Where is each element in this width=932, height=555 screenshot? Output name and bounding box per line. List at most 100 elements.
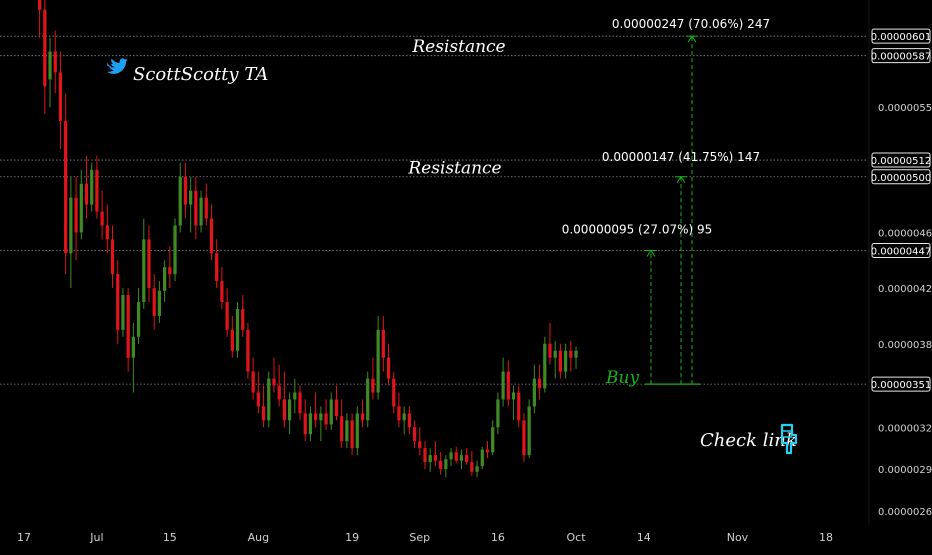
candle-body <box>522 420 526 456</box>
time-tick-label: Nov <box>727 531 749 544</box>
time-tick-label: 18 <box>819 531 833 544</box>
candle-body <box>397 406 401 421</box>
candle-body <box>454 452 458 461</box>
candle-body <box>38 0 42 10</box>
candle-body <box>334 399 339 417</box>
candle <box>183 162 188 219</box>
candle <box>178 162 182 233</box>
candle <box>287 392 292 435</box>
candle-body <box>511 392 516 400</box>
candle-body <box>360 413 365 421</box>
candle <box>501 357 505 407</box>
candle <box>157 281 162 323</box>
candle-body <box>308 413 313 435</box>
candle <box>282 371 287 428</box>
time-tick-label: 15 <box>163 531 177 544</box>
candle-body <box>553 350 557 358</box>
candle-body <box>345 420 349 442</box>
candle-body <box>407 413 411 428</box>
candle <box>496 392 500 435</box>
candle <box>548 322 552 365</box>
price-level-box <box>871 48 931 64</box>
candle <box>543 336 547 393</box>
candle <box>527 399 531 458</box>
candle-body <box>449 452 453 460</box>
candle <box>569 340 573 372</box>
candle-body <box>501 371 505 400</box>
candle <box>246 322 250 379</box>
candle <box>439 452 443 475</box>
candle-body <box>444 459 448 470</box>
price-level-text: 0.00000447 <box>871 247 931 258</box>
candle <box>402 406 406 435</box>
candle-body <box>110 239 115 275</box>
candle-body <box>350 420 354 449</box>
candle <box>194 176 198 240</box>
candle <box>334 385 339 421</box>
candle-body <box>293 392 297 400</box>
candle <box>58 51 63 149</box>
candle <box>293 378 297 414</box>
candle <box>407 406 411 435</box>
candle-body <box>261 406 266 421</box>
candle-body <box>230 329 234 351</box>
candle <box>38 0 42 38</box>
candle <box>329 392 333 431</box>
price-level-text: 0.00000351 <box>871 380 931 391</box>
candle <box>220 267 224 309</box>
candle-body <box>376 329 380 393</box>
candle-body <box>100 211 104 226</box>
candle <box>366 371 370 428</box>
candle-body <box>116 274 120 330</box>
candle-body <box>532 378 536 407</box>
candle <box>303 399 307 442</box>
candle-body <box>386 357 391 379</box>
target-label-3: 0.00000247 (70.06%) 247 <box>612 17 770 31</box>
candle <box>95 155 99 219</box>
candle <box>517 385 521 428</box>
time-tick-label: Jul <box>89 531 103 544</box>
price-level-box <box>871 169 931 185</box>
candle-body <box>147 239 151 289</box>
candle-body <box>225 302 229 330</box>
candle-body <box>475 466 479 472</box>
candle <box>308 406 313 442</box>
candle-body <box>548 343 552 358</box>
candle <box>79 169 83 240</box>
candle-body <box>418 441 422 449</box>
candle <box>506 360 510 407</box>
candle-body <box>324 413 328 425</box>
check-link-text[interactable]: Check link <box>700 430 797 451</box>
candle <box>267 371 271 428</box>
candle-body <box>194 190 198 226</box>
resistance-label-2: Resistance <box>407 158 501 178</box>
candle <box>381 315 385 372</box>
candle <box>272 357 276 393</box>
target-measures <box>645 35 700 385</box>
candle <box>454 446 458 464</box>
candle-body <box>267 378 271 421</box>
candle-body <box>215 253 219 282</box>
candle <box>199 190 203 233</box>
watermark: ScottScotty TA <box>107 58 268 85</box>
candle-body <box>506 371 510 400</box>
candle <box>189 176 193 233</box>
candle-body <box>412 427 417 442</box>
candle <box>116 260 120 344</box>
candle-body <box>303 413 307 435</box>
candle <box>69 176 73 289</box>
time-axis[interactable]: 17 Jul 15 Aug 19 Sep 16 Oct 14 Nov 18 <box>17 531 833 544</box>
candle-body <box>256 392 260 407</box>
candle-body <box>53 51 57 73</box>
check-link-callout[interactable]: Check link <box>700 423 798 455</box>
target-label-1: 0.00000095 (27.07%) 95 <box>562 223 713 237</box>
candle-body <box>183 176 188 205</box>
candle <box>209 204 214 261</box>
